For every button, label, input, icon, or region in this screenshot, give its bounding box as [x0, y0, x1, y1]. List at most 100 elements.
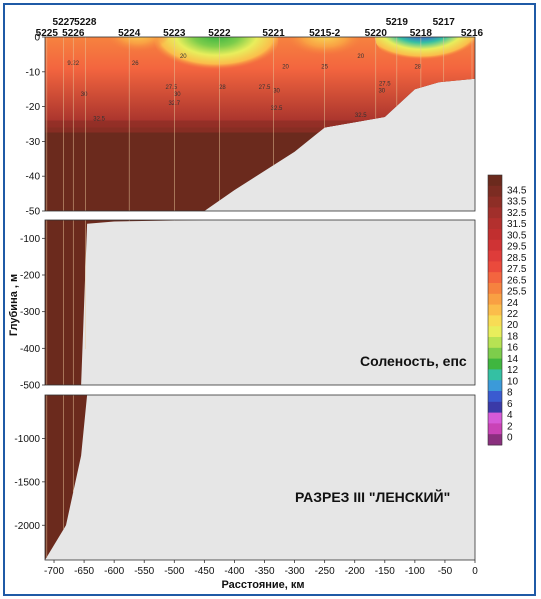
y-tick-label: -1000 [14, 434, 40, 445]
colorbar-label: 27.5 [507, 264, 527, 275]
panel-frame [44, 219, 476, 386]
colorbar-label: 26.5 [507, 275, 527, 286]
x-tick-label: -300 [285, 566, 305, 577]
isoline-label: 30 [273, 89, 280, 95]
colorbar-label: 14 [507, 354, 519, 365]
chart-subtitle: Соленость, епс [360, 353, 467, 369]
station-label: 5218 [410, 28, 433, 39]
isoline-label: 27.5 [259, 85, 271, 91]
y-tick-label: -500 [20, 381, 40, 392]
isoline-label: 30 [378, 89, 385, 95]
colorbar-swatch [488, 207, 502, 219]
isoline-label: 32.5 [355, 113, 367, 119]
fresh-water-core-east [374, 37, 475, 65]
y-tick-label: -20 [26, 102, 41, 113]
colorbar-swatch [488, 218, 502, 230]
isoline-label: 28 [219, 85, 226, 91]
y-tick-label: -400 [20, 344, 40, 355]
isoline-label: 20 [282, 64, 289, 70]
colorbar-label: 2 [507, 421, 513, 432]
isoline-label: 32.7 [168, 101, 180, 107]
colorbar-swatch [488, 175, 502, 187]
colorbar-swatch [488, 261, 502, 273]
x-tick-label: -250 [315, 566, 335, 577]
station-label: 5222 [208, 28, 231, 39]
station-label: 5216 [461, 28, 484, 39]
isoline-label: 32.5 [93, 117, 105, 123]
y-axis-label: Глубина , м [8, 274, 20, 336]
figure-frame: 9.22 26 20 27.5 30 30 32.7 32.5 28 20 27.5 30 32.5 25… [3, 3, 536, 596]
halocline-band [45, 120, 475, 133]
isoline-label: 20 [180, 54, 187, 60]
station-label: 5226 [62, 28, 85, 39]
colorbar-frame [487, 174, 503, 446]
station-label: 5219 [386, 17, 409, 28]
panel-background [45, 220, 475, 385]
y-tick-label: -10 [26, 67, 41, 78]
y-tick-label: -50 [26, 207, 41, 218]
station-label: 5228 [74, 17, 97, 28]
y-tick-label: -30 [26, 137, 41, 148]
isoline-label: 25 [321, 64, 328, 70]
colorbar-swatch [488, 423, 502, 435]
x-tick-label: -550 [134, 566, 154, 577]
low-salinity-core-west [108, 37, 169, 55]
station-label: 5223 [163, 28, 186, 39]
colorbar-swatch [488, 304, 502, 316]
x-tick-label: -150 [375, 566, 395, 577]
colorbar-swatch [488, 347, 502, 359]
isoline-label: 32.5 [271, 106, 283, 112]
colorbar-swatch [488, 293, 502, 305]
colorbar-label: 22 [507, 309, 519, 320]
station-label: 5220 [365, 28, 388, 39]
colorbar-swatch [488, 369, 502, 381]
colorbar-label: 24 [507, 298, 519, 309]
colorbar-label: 20 [507, 320, 519, 331]
x-tick-label: -650 [74, 566, 94, 577]
y-tick-label: -1500 [14, 477, 40, 488]
y-tick-label: -100 [20, 234, 40, 245]
low-salinity-core-center [154, 37, 279, 73]
middle-panel [45, 220, 475, 385]
salinity-section-chart: 9.22 262027.5303032.732.5282027.53032.525… [8, 17, 527, 591]
colorbar-swatch [488, 380, 502, 392]
colorbar-swatch [488, 250, 502, 262]
panel-frame [44, 394, 476, 561]
station-label: 5225 [36, 28, 59, 39]
y-tick-label: -40 [26, 172, 41, 183]
colorbar-label: 0 [507, 433, 513, 444]
colorbar-label: 30.5 [507, 230, 527, 241]
colorbar-label: 25.5 [507, 287, 527, 298]
colorbar-swatch [488, 337, 502, 349]
lower-panel [45, 395, 475, 560]
colorbar-swatch [488, 401, 502, 413]
x-tick-label: 0 [472, 566, 478, 577]
y-tick-label: 0 [34, 33, 40, 44]
colorbar-label: 31.5 [507, 219, 527, 230]
colorbar-swatch [488, 272, 502, 284]
colorbar-label: 12 [507, 365, 519, 376]
colorbar-label: 6 [507, 399, 513, 410]
colorbar-swatch [488, 185, 502, 197]
x-tick-label: -100 [405, 566, 425, 577]
colorbar-swatch [488, 326, 502, 338]
colorbar-label: 32.5 [507, 208, 527, 219]
colorbar-label: 16 [507, 343, 519, 354]
x-tick-label: -200 [345, 566, 365, 577]
y-tick-label: -2000 [14, 521, 40, 532]
chart-title: РАЗРЕЗ III "ЛЕНСКИЙ" [295, 488, 450, 505]
colorbar-swatch [488, 229, 502, 241]
colorbar: 34.533.532.531.530.529.528.527.526.525.5… [487, 174, 527, 446]
y-tick-label: -300 [20, 307, 40, 318]
colorbar-swatch [488, 358, 502, 370]
colorbar-swatch [488, 283, 502, 295]
isoline-label: 26 [132, 61, 139, 67]
isoline-label: 30 [81, 92, 88, 98]
isoline-label: 27.5 [165, 85, 177, 91]
x-axis-label: Расстояние, км [221, 579, 304, 591]
colorbar-label: 28.5 [507, 253, 527, 264]
colorbar-swatch [488, 391, 502, 403]
colorbar-label: 8 [507, 388, 513, 399]
isoline-label: 28 [415, 64, 422, 70]
